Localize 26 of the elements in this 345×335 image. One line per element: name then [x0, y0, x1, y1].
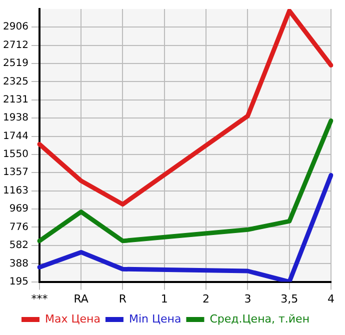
y-tick-label: 1163 [2, 185, 28, 196]
y-tick-label: 582 [9, 240, 28, 252]
y-tick-label: 388 [9, 258, 28, 270]
y-tick-label: 969 [9, 204, 28, 215]
x-tick-label: 3,5 [280, 292, 298, 306]
x-tick-label: 3 [244, 292, 252, 306]
y-tick-label: 2906 [2, 22, 28, 33]
x-tick-label: R [118, 292, 127, 306]
x-tick-label: 2 [202, 292, 210, 306]
y-tick-label: 2325 [2, 76, 28, 88]
y-tick-label: 2712 [2, 40, 28, 51]
y-tick-label: 1550 [2, 149, 28, 160]
x-tick-label: 1 [160, 292, 168, 306]
legend-label: Сред.Цена, т.йен [210, 312, 310, 326]
y-tick-label: 1938 [2, 112, 28, 124]
y-tick-label: 1744 [2, 130, 28, 142]
x-tick-label: *** [31, 292, 48, 306]
x-tick-label: RA [74, 292, 89, 306]
y-tick-label: 195 [9, 276, 28, 288]
y-tick-label: 776 [9, 222, 28, 233]
legend-label: Max Цена [44, 312, 100, 326]
y-tick-label: 2519 [2, 58, 28, 70]
y-tick-label: 1357 [2, 167, 28, 178]
x-tick-label: 4 [328, 292, 334, 306]
y-tick-label: 2131 [2, 94, 28, 106]
legend-label: Min Цена [128, 312, 182, 326]
